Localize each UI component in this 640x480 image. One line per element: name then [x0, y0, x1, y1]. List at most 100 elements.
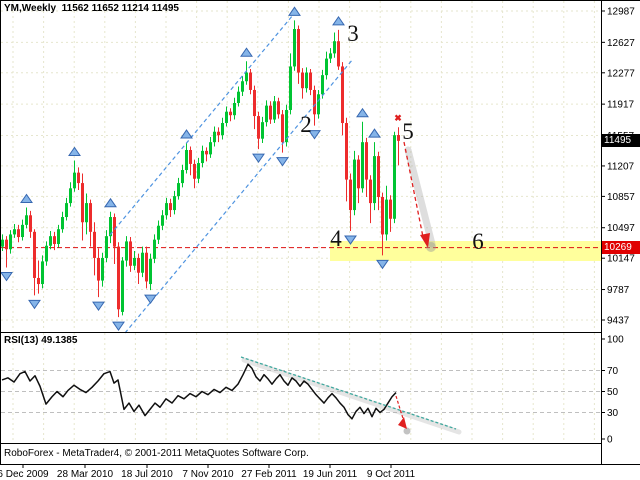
candle — [365, 142, 368, 180]
candle — [229, 111, 232, 116]
candle — [249, 72, 252, 90]
candle — [169, 203, 172, 211]
candle — [245, 72, 248, 82]
candle — [261, 122, 264, 139]
forecast-arrow-line — [403, 141, 424, 238]
candle — [137, 257, 140, 273]
main-panel-border — [0, 0, 602, 333]
rsi-arrow-head — [398, 417, 407, 429]
rsi-tick-label: 30 — [607, 408, 619, 419]
candle — [353, 159, 356, 211]
candle — [193, 163, 196, 179]
candle — [293, 29, 296, 67]
candle — [197, 163, 200, 179]
fractal-up-icon — [288, 6, 301, 16]
candle — [133, 257, 136, 266]
candle — [309, 72, 312, 90]
time-tick-label: 28 Mar 2010 — [57, 469, 114, 480]
fractal-up-icon — [20, 193, 33, 203]
price-tick-label: 12277 — [607, 68, 635, 79]
candle — [305, 72, 308, 89]
candle — [129, 241, 132, 266]
wave-number-3: 3 — [347, 21, 359, 46]
candle — [389, 199, 392, 219]
candle — [33, 231, 36, 278]
candle — [313, 89, 316, 115]
candle — [5, 239, 8, 250]
candle — [45, 245, 48, 262]
fractal-down-icon — [308, 130, 321, 140]
candle — [149, 258, 152, 285]
rsi-tick-label: 0 — [607, 435, 613, 446]
rsi-tick-label: 50 — [607, 387, 619, 398]
forecast-arrows: ✖ — [394, 113, 436, 252]
price-tick-label: 9787 — [607, 285, 630, 296]
candle — [89, 203, 92, 232]
fractal-down-icon — [252, 153, 265, 164]
candle — [361, 142, 364, 189]
fractal-up-icon — [240, 47, 253, 57]
rsi-indicator — [1, 356, 600, 435]
candle — [205, 150, 208, 155]
candle — [65, 203, 68, 218]
candle — [393, 135, 396, 219]
fractal-down-icon — [0, 272, 13, 282]
fractal-markers — [0, 6, 389, 332]
trend-channel — [109, 8, 354, 334]
fractal-up-icon — [180, 129, 193, 139]
candle — [181, 170, 184, 184]
candle — [321, 75, 324, 95]
candle — [349, 179, 352, 211]
chart-title: YM,Weekly 11562 11652 11214 11495 — [4, 3, 179, 14]
candle — [29, 215, 32, 232]
price-tick-label: 12627 — [607, 38, 635, 49]
fractal-down-icon — [376, 259, 389, 270]
fractal-down-icon — [276, 157, 289, 167]
wave-annotations: 2 3 4 5 6 — [300, 21, 484, 254]
rsi-label: RSI(13) 49.1385 — [4, 335, 78, 346]
candle — [253, 89, 256, 117]
price-tick-label: 9437 — [607, 316, 630, 327]
price-tick-label: 10147 — [607, 254, 635, 265]
time-tick-label: 18 Jul 2010 — [121, 469, 173, 480]
wave-number-5: 5 — [402, 119, 414, 144]
price-tick-label: 10497 — [607, 223, 635, 234]
candle — [325, 58, 328, 76]
candle — [273, 101, 276, 120]
candle — [237, 91, 240, 104]
candle — [333, 41, 336, 54]
fractal-up-icon — [68, 146, 81, 156]
candle — [113, 217, 116, 247]
candle — [117, 246, 120, 310]
candle — [289, 66, 292, 110]
support-zone — [330, 241, 601, 261]
candle — [9, 234, 12, 250]
price-tick-label: 10857 — [607, 192, 635, 203]
candle — [1, 239, 4, 247]
candle — [69, 188, 72, 204]
candle — [101, 257, 104, 281]
candle — [217, 131, 220, 136]
candle — [109, 217, 112, 237]
rsi-arrow-shadow-blob — [403, 427, 411, 435]
candle — [281, 114, 284, 143]
candle — [189, 150, 192, 164]
channel-lower-line — [124, 58, 354, 334]
price-tick-label: 11917 — [607, 100, 635, 111]
rsi-trendline — [240, 356, 457, 430]
grid — [1, 1, 600, 442]
candle — [221, 123, 224, 136]
candle — [269, 105, 272, 120]
candle — [225, 111, 228, 124]
fractal-down-icon — [144, 294, 157, 305]
fractal-up-icon — [356, 107, 369, 118]
candle — [341, 66, 344, 124]
candle — [57, 229, 60, 245]
candle — [25, 215, 28, 225]
candle — [85, 203, 88, 223]
panel-borders — [0, 0, 640, 465]
candle — [397, 135, 400, 141]
candle — [165, 203, 168, 216]
candle — [185, 150, 188, 171]
